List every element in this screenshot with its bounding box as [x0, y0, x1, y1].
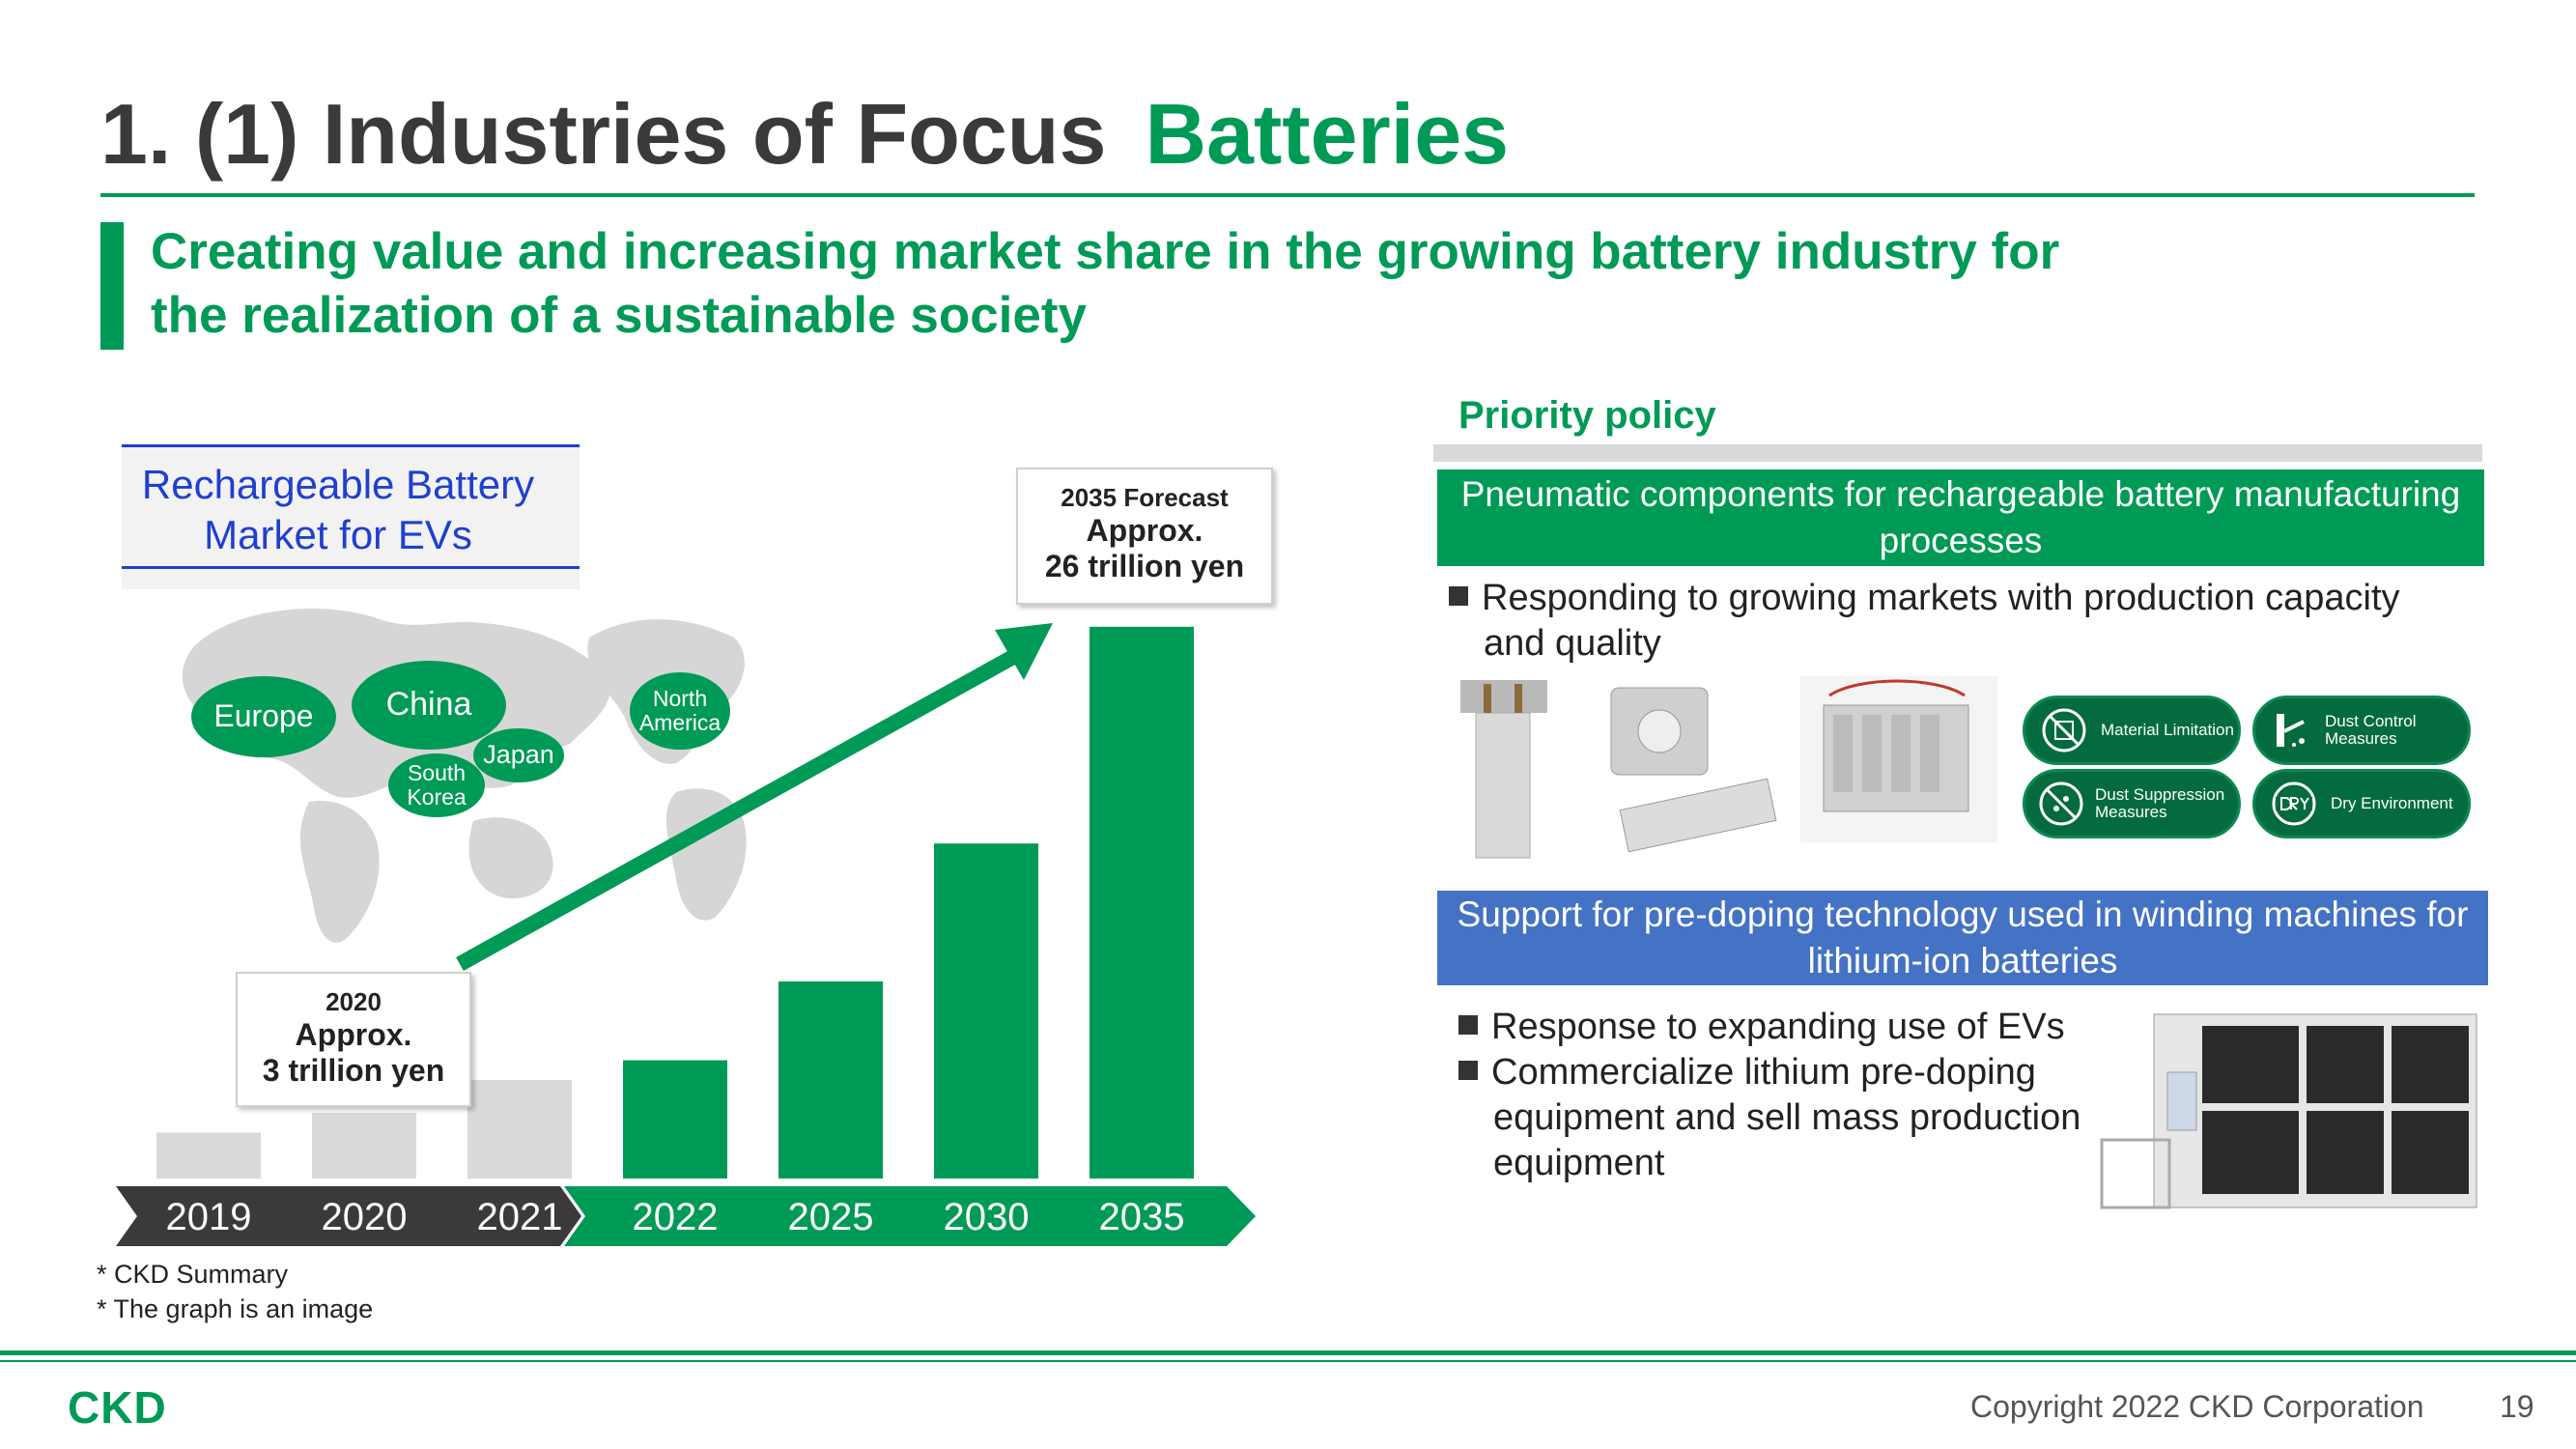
region-north-america: North America	[630, 672, 730, 750]
tick-label-2022: 2022	[633, 1196, 719, 1238]
badge-dust-control-text: Dust Control Measures	[2325, 712, 2417, 748]
bullet-pneumatic-line2: and quality	[1484, 623, 1661, 664]
ckd-logo: CKD	[68, 1382, 167, 1433]
valve-manifold-image	[1800, 676, 1997, 842]
page-title: 1. (1) Industries of Focus Batteries	[100, 85, 1509, 184]
compact-cylinder-image	[1610, 687, 1777, 852]
badge-dust-control: Dust Control Measures	[2252, 696, 2471, 765]
growth-arrow-head	[995, 623, 1053, 680]
region-japan: Japan	[473, 728, 564, 782]
callout-2020-label: 2020	[326, 987, 382, 1016]
footer-divider-thin	[0, 1360, 2576, 1362]
material-limitation-icon	[2037, 703, 2091, 757]
dust-suppression-icon	[2037, 777, 2085, 831]
bullet-square-icon	[1458, 1014, 1478, 1035]
market-label-line-2: Market for EVs	[204, 512, 472, 557]
bar-2021	[467, 1080, 572, 1179]
priority-divider	[1433, 444, 2482, 462]
page-title-main: 1. (1) Industries of Focus	[100, 86, 1107, 182]
callout-2035-line2: 26 trillion yen	[1044, 549, 1245, 583]
dry-environment-icon	[2267, 777, 2321, 831]
tick-label-2020: 2020	[322, 1196, 408, 1238]
bullet-square-icon	[1449, 585, 1468, 606]
callout-2035-label: 2035 Forecast	[1061, 483, 1229, 512]
page-number: 19	[2500, 1389, 2534, 1424]
page-title-accent: Batteries	[1145, 86, 1510, 182]
guide-cylinder-image	[1460, 680, 1547, 859]
bullet-pre-doping-2-line2: equipment and sell mass production	[1493, 1097, 2081, 1138]
bullet-pre-doping-1: Response to expanding use of EVs	[1491, 1007, 2065, 1047]
copyright: Copyright 2022 CKD Corporation	[1970, 1389, 2424, 1424]
axis-band-past	[116, 1186, 581, 1246]
bar-2035	[1090, 626, 1194, 1179]
bullet-pneumatic: Responding to growing markets with produ…	[1449, 576, 2473, 667]
badge-material-limitation-text: Material Limitation	[2101, 721, 2234, 739]
bullet-square-icon	[1458, 1060, 1478, 1080]
subtitle-line-1: Creating value and increasing market sha…	[151, 223, 2060, 280]
badge-dry-environment: Dry Environment	[2252, 769, 2471, 838]
footnote-2: * The graph is an image	[97, 1294, 374, 1323]
axis-band-forecast	[564, 1186, 1256, 1246]
market-label: Rechargeable Battery Market for EVs	[122, 460, 554, 560]
dust-control-icon	[2267, 703, 2315, 757]
bullet-pre-doping-2-line3: equipment	[1493, 1143, 1665, 1183]
growth-arrow-shaft	[456, 645, 1026, 971]
bar-2020	[312, 1113, 416, 1179]
bullet-pre-doping-2-line1: Commercialize lithium pre-doping	[1491, 1052, 2036, 1093]
winding-machine-image	[2100, 1013, 2477, 1209]
market-label-box	[122, 446, 580, 589]
tick-label-2030: 2030	[944, 1196, 1030, 1238]
bar-2019	[156, 1132, 261, 1179]
subtitle-line-2: the realization of a sustainable society	[151, 287, 1088, 344]
market-label-rule-top	[122, 444, 580, 447]
band-pneumatic: Pneumatic components for rechargeable ba…	[1437, 469, 2484, 566]
market-bar-chart: 2019 2020 2021 2022 2025 2030 2035	[116, 623, 1256, 1246]
bar-2022	[623, 1060, 727, 1179]
tick-label-2035: 2035	[1099, 1196, 1185, 1238]
tick-label-2025: 2025	[788, 1196, 874, 1238]
callout-2020-line1: Approx.	[295, 1017, 412, 1052]
priority-heading: Priority policy	[1458, 394, 1716, 437]
badge-material-limitation: Material Limitation	[2023, 696, 2241, 765]
market-label-rule-bottom	[122, 566, 580, 569]
footnote-1: * CKD Summary	[97, 1260, 289, 1289]
bar-2025	[778, 981, 883, 1179]
subtitle: Creating value and increasing market sha…	[151, 220, 2372, 348]
callout-2020-line2: 3 trillion yen	[262, 1053, 445, 1088]
tick-label-2019: 2019	[166, 1196, 252, 1238]
region-europe: Europe	[191, 676, 336, 757]
badge-dust-suppression: Dust Suppression Measures	[2023, 769, 2241, 838]
band-pre-doping: Support for pre-doping technology used i…	[1437, 891, 2488, 985]
badge-dust-suppression-text: Dust Suppression Measures	[2095, 785, 2225, 821]
tick-label-2021: 2021	[477, 1196, 563, 1238]
bar-2030	[934, 843, 1038, 1179]
region-south-korea: South Korea	[388, 753, 485, 817]
market-label-line-1: Rechargeable Battery	[141, 462, 535, 507]
callout-2035-line1: Approx.	[1086, 513, 1203, 548]
region-china: China	[352, 661, 506, 750]
badge-dry-environment-text: Dry Environment	[2331, 794, 2453, 812]
footer-divider	[0, 1350, 2576, 1355]
bullet-pre-doping: Response to expanding use of EVs Commerc…	[1458, 1005, 2135, 1186]
title-divider	[100, 193, 2475, 197]
subtitle-marker	[100, 222, 124, 350]
callout-2020: 2020 Approx. 3 trillion yen	[236, 972, 471, 1107]
callout-2035: 2035 Forecast Approx. 26 trillion yen	[1016, 468, 1273, 605]
bullet-pneumatic-line1: Responding to growing markets with produ…	[1482, 578, 2400, 618]
